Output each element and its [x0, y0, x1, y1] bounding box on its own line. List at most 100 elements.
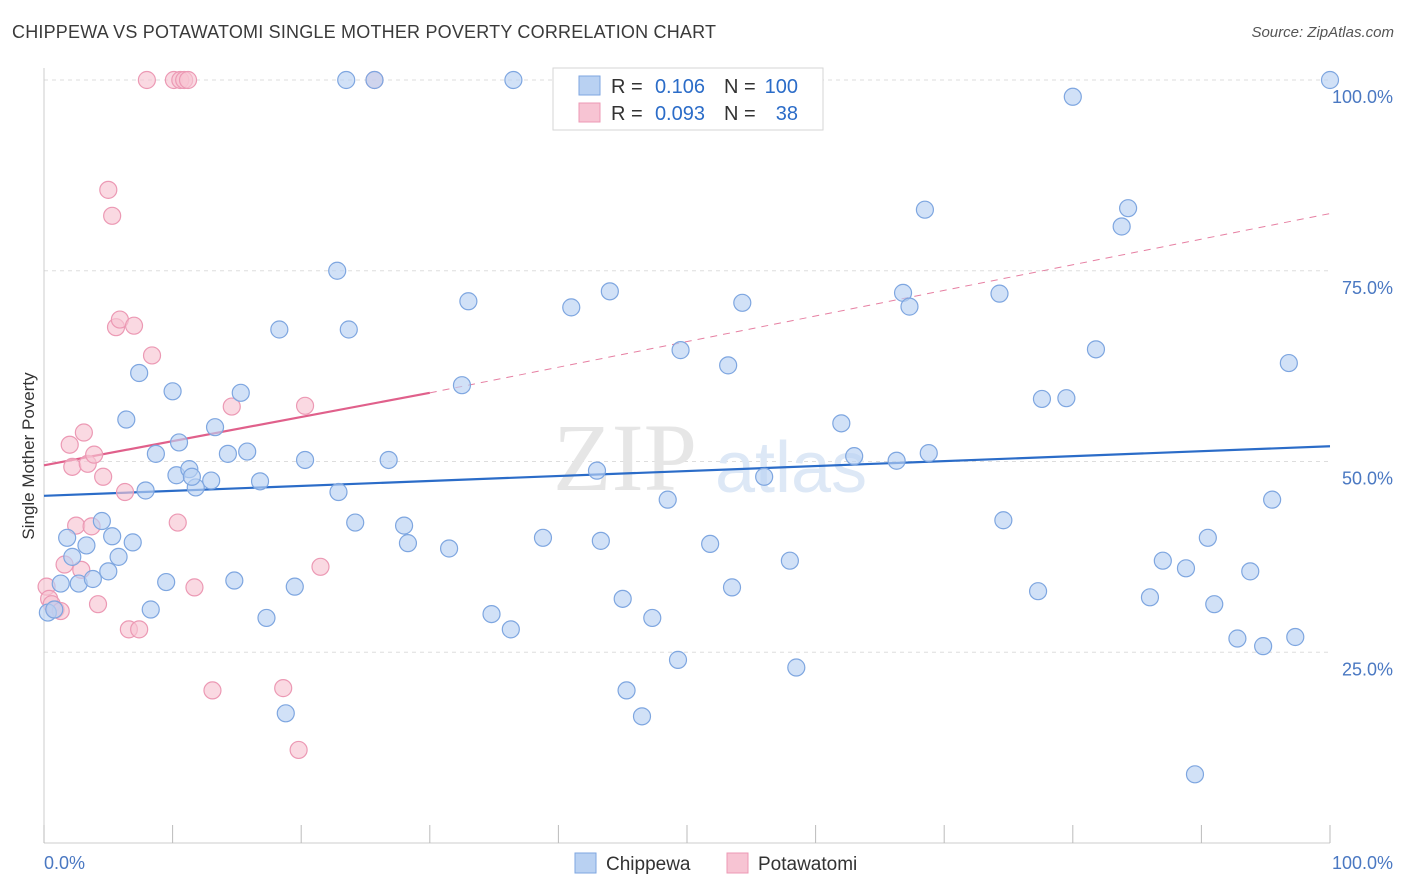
chippewa-point-45: [398, 534, 418, 553]
chippewa-point-16: [141, 600, 160, 619]
chippewa-point-53: [562, 298, 581, 317]
chippewa-point-32: [257, 608, 276, 628]
chippewa-point-44: [394, 516, 414, 535]
chippewa-point-28: [225, 571, 244, 590]
chippewa-point-84: [1086, 340, 1106, 359]
legend-swatch-chippewa: [578, 75, 601, 96]
legend-n-value-chippewa: 100: [765, 76, 798, 98]
chippewa-point-99: [1320, 70, 1340, 90]
chippewa-point-68: [755, 467, 774, 486]
chippewa-point-26: [205, 418, 225, 437]
potawatomi-point-33: [222, 397, 241, 416]
potawatomi-point-36: [295, 396, 315, 415]
y-tick-labels: 25.0% 50.0% 75.0% 100.0%: [1332, 87, 1393, 679]
chippewa-point-69: [780, 551, 799, 570]
chippewa-points: [38, 70, 1340, 784]
chippewa-point-85: [1112, 217, 1131, 236]
y-tick-label-2: 75.0%: [1342, 278, 1393, 298]
chippewa-point-41: [346, 513, 365, 532]
potawatomi-point-22: [124, 316, 144, 335]
chippewa-point-25: [202, 471, 221, 490]
chippewa-point-9: [99, 562, 118, 581]
chippewa-point-11: [109, 547, 128, 566]
chippewa-point-15: [136, 481, 155, 500]
chippewa-point-77: [919, 444, 938, 463]
chippewa-point-52: [533, 528, 553, 547]
chippewa-point-6: [77, 536, 96, 555]
chippewa-point-87: [1140, 588, 1160, 607]
chippewa-point-43: [379, 450, 398, 470]
chippewa-point-14: [130, 363, 149, 383]
chippewa-point-49: [482, 604, 501, 624]
chippewa-point-21: [169, 433, 189, 452]
bottom-legend-label-chippewa: Chippewa: [606, 854, 691, 875]
chippewa-point-3: [58, 528, 77, 547]
chippewa-point-94: [1241, 562, 1260, 581]
chippewa-point-54: [587, 461, 607, 480]
chippewa-point-55: [591, 531, 610, 550]
chippewa-point-27: [218, 444, 237, 463]
chippewa-point-76: [915, 200, 935, 219]
chippewa-point-36: [295, 450, 315, 470]
legend: R = 0.106 N = 100 R = 0.093 N = 38: [552, 67, 824, 131]
chippewa-point-93: [1228, 629, 1247, 648]
chippewa-point-10: [103, 527, 122, 546]
chippewa-point-56: [600, 282, 619, 301]
chippewa-point-57: [613, 589, 632, 608]
chippewa-point-90: [1185, 765, 1205, 784]
chippewa-point-17: [146, 444, 165, 463]
chippewa-point-92: [1205, 595, 1224, 614]
potawatomi-point-20: [115, 482, 135, 502]
chippewa-point-89: [1176, 559, 1196, 578]
y-tick-label-1: 50.0%: [1342, 469, 1393, 489]
chippewa-point-70: [787, 658, 806, 677]
chart-title: CHIPPEWA VS POTAWATOMI SINGLE MOTHER POV…: [12, 22, 717, 42]
grid: [44, 79, 1330, 653]
legend-n-label-potawatomi: N =: [724, 103, 756, 125]
chippewa-point-33: [270, 320, 289, 339]
potawatomi-point-15: [94, 467, 113, 486]
chippewa-point-50: [501, 620, 520, 639]
chippewa-point-61: [658, 490, 677, 509]
legend-r-label-chippewa: R =: [611, 76, 643, 98]
chippewa-point-71: [832, 414, 851, 433]
chippewa-point-4: [63, 547, 82, 566]
chippewa-point-67: [733, 293, 752, 312]
potawatomi-point-6: [60, 435, 79, 454]
chippewa-point-39: [337, 70, 356, 90]
potawatomi-point-37: [311, 557, 330, 576]
potawatomi-point-25: [142, 346, 162, 365]
chippewa-point-42: [365, 70, 384, 90]
chippewa-point-91: [1198, 528, 1217, 547]
chippewa-point-24: [182, 467, 201, 486]
chippewa-point-66: [722, 578, 742, 597]
chippewa-point-48: [459, 292, 478, 311]
chippewa-point-13: [123, 533, 142, 552]
potawatomi-point-30: [178, 70, 198, 90]
chippewa-point-86: [1118, 199, 1138, 218]
potawatomi-point-31: [185, 578, 204, 597]
chippewa-point-72: [845, 447, 864, 466]
bottom-legend-swatch-chippewa: [574, 852, 597, 874]
potawatomi-point-32: [203, 681, 222, 700]
y-axis-title: Single Mother Poverty: [19, 372, 38, 540]
chippewa-point-46: [439, 539, 459, 558]
chippewa-point-7: [83, 569, 102, 589]
chippewa-point-73: [887, 451, 906, 470]
chippewa-point-30: [238, 442, 257, 461]
chippewa-point-81: [1032, 389, 1052, 409]
chippewa-point-88: [1153, 551, 1172, 570]
potawatomi-point-16: [99, 180, 118, 199]
potawatomi-point-10: [74, 423, 93, 442]
chippewa-point-38: [329, 482, 348, 502]
y-tick-label-0: 25.0%: [1342, 659, 1393, 679]
potawatomi-point-17: [103, 206, 122, 225]
x-tick-label-min: 0.0%: [44, 853, 85, 873]
legend-r-label-potawatomi: R =: [611, 103, 643, 125]
chippewa-point-34: [276, 704, 295, 723]
watermark: ZIP atlas: [553, 404, 867, 511]
potawatomi-point-35: [289, 740, 308, 760]
chippewa-point-47: [452, 376, 472, 395]
chippewa-point-8: [92, 511, 111, 531]
